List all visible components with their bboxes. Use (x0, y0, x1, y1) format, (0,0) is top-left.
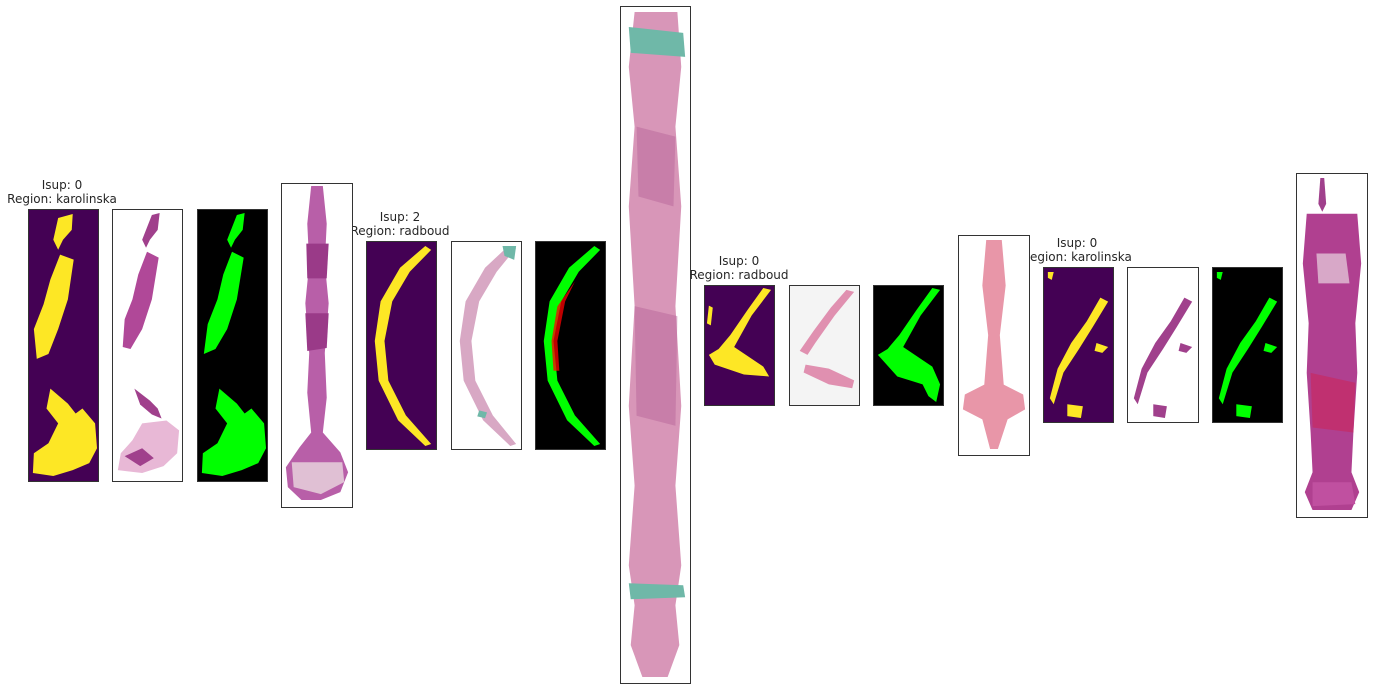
group-4-enhanced-image (1296, 173, 1368, 518)
group-4-title: Isup: 0 Region: karolinska (1022, 236, 1132, 264)
group-2-overlay-image (535, 241, 606, 450)
group-4-isup: Isup: 0 (1056, 236, 1098, 250)
group-3-tissue-image (789, 285, 860, 406)
group-2-mask-image (366, 241, 437, 450)
group-3-title: Isup: 0 Region: radboud (689, 254, 788, 282)
group-1-overlay-image (197, 209, 268, 482)
group-4-mask-image (1043, 267, 1114, 423)
group-1-enhanced-image (281, 183, 353, 508)
group-3-isup: Isup: 0 (718, 254, 760, 268)
group-2-title: Isup: 2 Region: radboud (350, 210, 449, 238)
group-3-enhanced-image (958, 235, 1030, 456)
group-2-enhanced-image (620, 6, 691, 684)
group-3-region: Region: radboud (689, 268, 789, 282)
group-4-tissue-image (1127, 267, 1199, 423)
group-1-isup: Isup: 0 (41, 178, 83, 192)
group-4-overlay-image (1212, 267, 1283, 423)
group-1-region: Region: karolinska (7, 192, 117, 206)
group-4-region: Region: karolinska (1022, 250, 1132, 264)
group-2-tissue-image (451, 241, 522, 450)
group-1-tissue-image (112, 209, 183, 482)
group-3-overlay-image (873, 285, 944, 406)
group-2-region: Region: radboud (350, 224, 450, 238)
group-2-isup: Isup: 2 (379, 210, 421, 224)
group-1-mask-image (28, 209, 99, 482)
group-3-mask-image (704, 285, 775, 406)
group-1-title: Isup: 0 Region: karolinska (7, 178, 117, 206)
